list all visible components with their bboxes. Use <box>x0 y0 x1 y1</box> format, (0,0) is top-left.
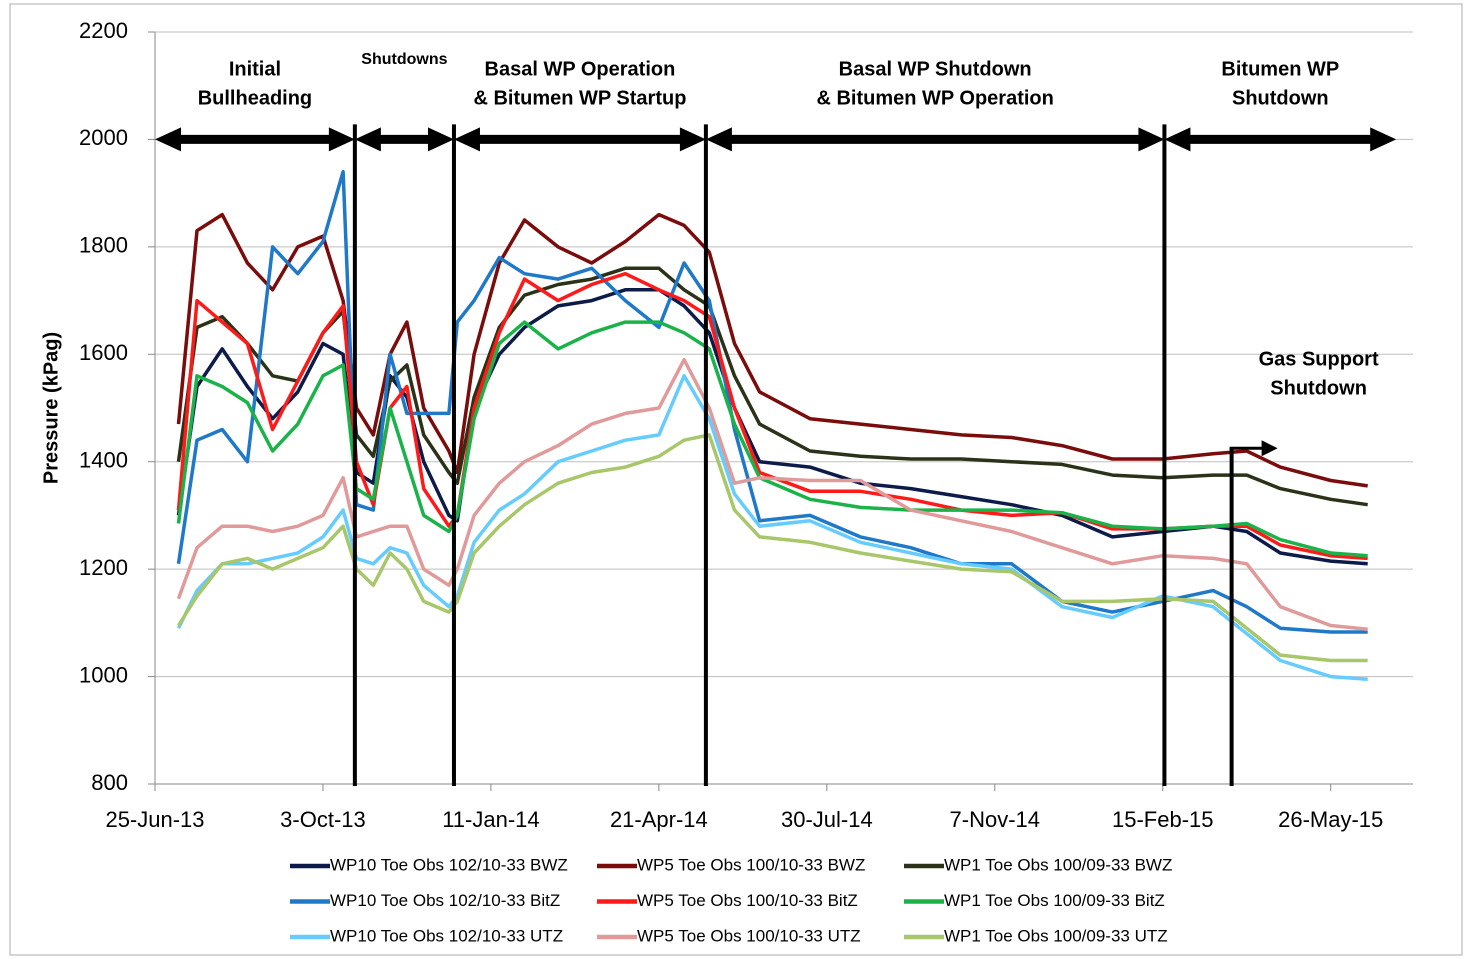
event-label: Gas Support <box>1259 348 1379 370</box>
series-line <box>176 374 1368 682</box>
legend-label: WP1 Toe Obs 100/09-33 UTZ <box>944 926 1168 945</box>
x-tick-label: 26-May-15 <box>1278 807 1383 832</box>
y-tick-label: 2000 <box>79 125 128 150</box>
legend-label: WP1 Toe Obs 100/09-33 BWZ <box>944 855 1172 874</box>
series-line <box>176 212 1368 488</box>
event-arrow-head <box>1261 440 1278 457</box>
series-line <box>176 288 1368 566</box>
y-tick-label: 1000 <box>79 662 128 687</box>
series-line <box>177 433 1368 663</box>
y-tick-label: 2200 <box>79 18 128 43</box>
x-tick-label: 7-Nov-14 <box>950 807 1040 832</box>
phase-label: Basal WP Shutdown <box>839 58 1032 80</box>
x-tick-label: 3-Oct-13 <box>280 807 366 832</box>
phase-arrow-head <box>1164 127 1397 152</box>
y-tick-label: 1600 <box>79 340 128 365</box>
legend-label: WP10 Toe Obs 102/10-33 BWZ <box>330 855 568 874</box>
phase-label: & Bitumen WP Operation <box>816 87 1053 109</box>
legend-label: WP5 Toe Obs 100/10-33 UTZ <box>637 926 861 945</box>
series-line <box>176 169 1368 634</box>
series-line <box>176 320 1368 558</box>
x-tick-label: 30-Jul-14 <box>781 807 873 832</box>
x-tick-label: 15-Feb-15 <box>1112 807 1214 832</box>
chart-frame <box>9 3 1463 956</box>
y-tick-label: 1800 <box>79 233 128 258</box>
phase-arrow-head <box>354 127 454 152</box>
phase-label: Basal WP Operation <box>485 58 676 80</box>
y-tick-label: 1400 <box>79 448 128 473</box>
x-tick-label: 11-Jan-14 <box>442 807 539 832</box>
y-tick-label: 1200 <box>79 555 128 580</box>
phase-label: Initial <box>229 58 281 80</box>
phase-arrow-head <box>453 127 706 152</box>
phase-label: Shutdowns <box>361 51 447 68</box>
phase-label: & Bitumen WP Startup <box>473 87 686 109</box>
legend-label: WP1 Toe Obs 100/09-33 BitZ <box>944 891 1165 910</box>
series-line <box>176 357 1368 632</box>
phase-label: Bitumen WP <box>1221 58 1339 80</box>
x-tick-label: 25-Jun-13 <box>105 807 204 832</box>
legend-label: WP5 Toe Obs 100/10-33 BWZ <box>637 855 865 874</box>
legend-label: WP5 Toe Obs 100/10-33 BitZ <box>637 891 858 910</box>
y-tick-label: 800 <box>91 770 128 795</box>
phase-label: Bullheading <box>198 87 312 109</box>
event-label: Shutdown <box>1270 377 1367 399</box>
legend-label: WP10 Toe Obs 102/10-33 BitZ <box>330 891 560 910</box>
y-axis-title: Pressure (kPag) <box>40 332 62 484</box>
phase-label: Shutdown <box>1232 87 1329 109</box>
legend-label: WP10 Toe Obs 102/10-33 UTZ <box>330 926 563 945</box>
x-tick-label: 21-Apr-14 <box>610 807 708 832</box>
